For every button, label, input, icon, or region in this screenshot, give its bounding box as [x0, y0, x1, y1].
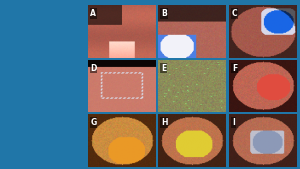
Text: C: C	[232, 9, 238, 18]
Text: F: F	[232, 64, 237, 73]
Text: H: H	[161, 118, 168, 127]
Text: D: D	[90, 64, 97, 73]
Text: B: B	[161, 9, 167, 18]
Text: I: I	[232, 118, 235, 127]
Text: A: A	[90, 9, 96, 18]
Text: G: G	[90, 118, 97, 127]
Text: E: E	[161, 64, 166, 73]
